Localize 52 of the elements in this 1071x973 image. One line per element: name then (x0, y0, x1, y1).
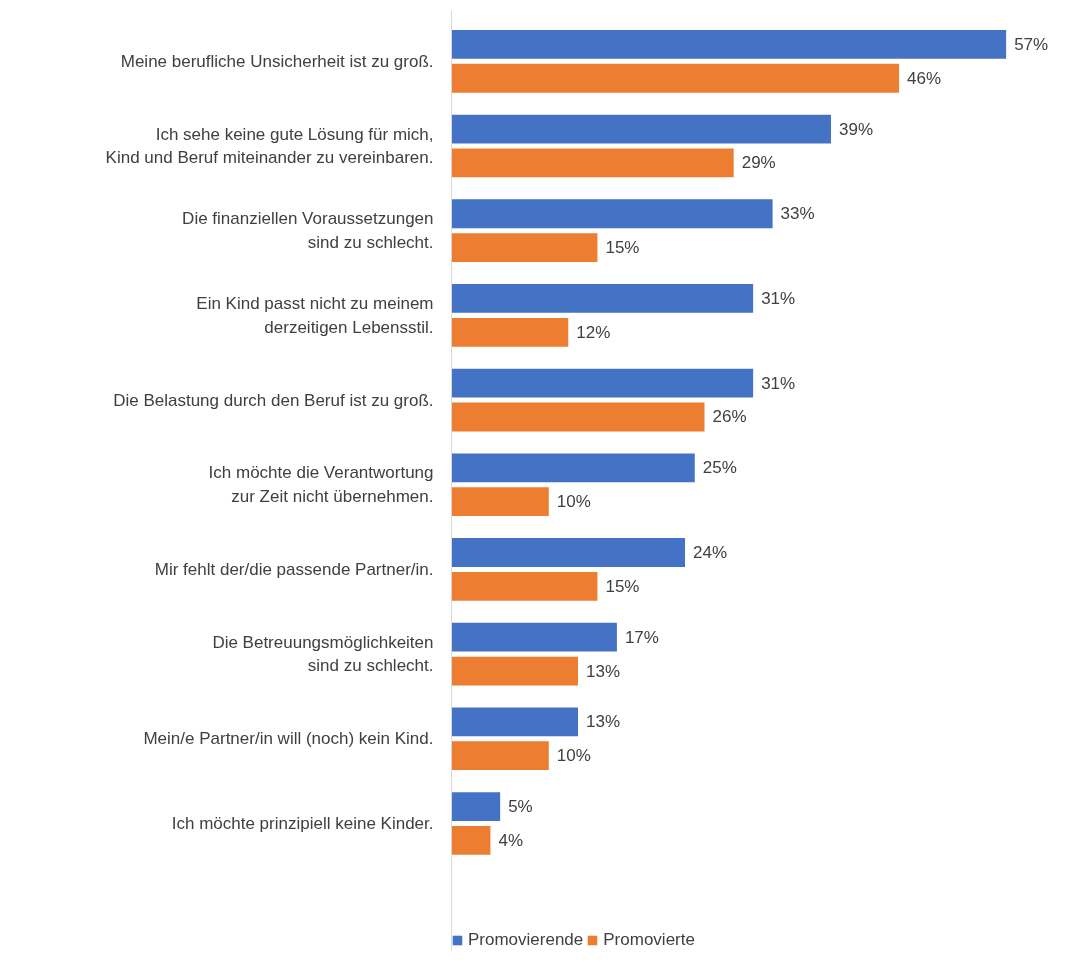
data-label: 31% (761, 288, 796, 308)
bar (451, 63, 900, 93)
data-label: 33% (780, 204, 815, 224)
data-label: 26% (712, 407, 747, 427)
data-label: 29% (741, 153, 776, 173)
y-tick-label: Die Belastung durch den Beruf ist zu groß. (113, 390, 434, 410)
bar (451, 114, 831, 144)
data-label: 25% (702, 458, 737, 478)
y-tick-label: Ein Kind passt nicht zu meinem derzeitigen Lebensstil. (196, 293, 434, 337)
bar (451, 453, 695, 483)
data-label: 39% (838, 119, 874, 139)
legend-label: Promovierte (603, 930, 695, 950)
y-tick-label: Meine berufliche Unsicherheit ist zu groß. (120, 51, 434, 71)
bar (451, 741, 549, 771)
bar (451, 826, 491, 855)
y-tick-label: Ich möchte die Verantwortung zur Zeit nicht übernehmen. (208, 463, 434, 507)
data-label: 13% (585, 712, 621, 732)
bar (451, 317, 569, 347)
data-label: 24% (693, 542, 728, 562)
bar (451, 656, 578, 686)
bar (451, 29, 1007, 59)
bar (451, 199, 773, 229)
data-label: 12% (576, 322, 611, 342)
bar (451, 233, 598, 263)
data-label: 15% (605, 576, 640, 596)
data-label: 57% (1014, 34, 1049, 54)
data-label: 46% (907, 68, 942, 88)
data-label: 10% (556, 746, 591, 766)
y-tick-label: Ich sehe keine gute Lösung für mich, Kind und Beruf miteinander zu vereinbaren. (105, 124, 434, 168)
data-label: 5% (508, 797, 533, 817)
data-label: 10% (556, 492, 591, 512)
bar (451, 622, 617, 652)
y-tick-label: Die finanziellen Voraussetzungen sind zu schlecht. (182, 209, 434, 253)
data-label: 17% (624, 627, 659, 647)
data-label: 15% (605, 238, 640, 258)
bar (451, 284, 754, 313)
data-label: 31% (761, 373, 796, 393)
bar (451, 487, 549, 517)
bar (451, 148, 734, 178)
y-tick-label: Ich möchte prinzipiell keine Kinder. (171, 813, 434, 833)
data-label: 13% (585, 661, 621, 681)
y-tick-label: Mir fehlt der/die passende Partner/in. (154, 559, 434, 579)
bar (451, 402, 705, 432)
data-label: 4% (498, 830, 523, 850)
bar (451, 368, 754, 398)
bar (451, 792, 501, 821)
y-tick-label: Mein/e Partner/in will (noch) kein Kind. (143, 729, 434, 749)
legend-label: Promovierende (468, 930, 584, 950)
bar (451, 707, 578, 737)
y-tick-label: Die Betreuungsmöglichkeiten sind zu schlecht. (212, 632, 434, 676)
bar (451, 571, 598, 601)
bar (451, 538, 686, 567)
